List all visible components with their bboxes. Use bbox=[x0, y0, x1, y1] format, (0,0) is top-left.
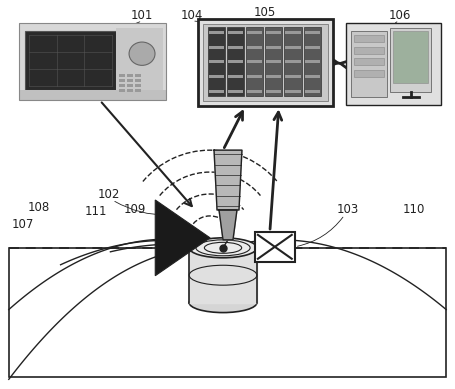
Bar bbox=[246, 26, 263, 96]
Bar bbox=[25, 31, 116, 90]
Bar bbox=[247, 90, 263, 93]
Text: 102: 102 bbox=[97, 187, 120, 200]
Text: 109: 109 bbox=[124, 203, 147, 216]
Bar bbox=[354, 35, 384, 42]
Ellipse shape bbox=[189, 293, 257, 313]
Bar bbox=[198, 19, 333, 106]
Bar bbox=[304, 90, 320, 93]
Bar bbox=[346, 23, 441, 105]
Bar bbox=[209, 90, 224, 93]
Bar bbox=[304, 75, 320, 79]
Text: 103: 103 bbox=[336, 203, 359, 216]
Bar bbox=[228, 75, 243, 79]
Bar bbox=[266, 90, 282, 93]
Bar bbox=[209, 46, 224, 49]
Bar bbox=[19, 90, 166, 100]
Bar bbox=[285, 75, 301, 79]
Bar bbox=[266, 31, 282, 33]
Bar bbox=[354, 58, 384, 65]
Bar bbox=[9, 248, 446, 377]
Bar bbox=[228, 60, 243, 63]
Bar bbox=[285, 60, 301, 63]
Text: 101: 101 bbox=[131, 9, 153, 22]
Bar bbox=[265, 26, 283, 96]
Bar bbox=[127, 79, 133, 82]
Bar bbox=[304, 31, 320, 33]
Bar bbox=[247, 75, 263, 79]
Bar bbox=[127, 89, 133, 92]
Polygon shape bbox=[189, 248, 257, 303]
Text: 104: 104 bbox=[181, 9, 203, 22]
Bar bbox=[19, 23, 166, 100]
Bar bbox=[19, 23, 166, 100]
Bar bbox=[266, 60, 282, 63]
Bar bbox=[228, 46, 243, 49]
Bar bbox=[247, 46, 263, 49]
Bar bbox=[119, 79, 125, 82]
Ellipse shape bbox=[129, 42, 155, 65]
Bar bbox=[208, 26, 225, 96]
Bar bbox=[354, 70, 384, 77]
Bar bbox=[127, 84, 133, 88]
Bar bbox=[135, 84, 141, 88]
Bar bbox=[390, 28, 431, 92]
Bar bbox=[393, 31, 428, 83]
Bar bbox=[350, 31, 387, 97]
Bar bbox=[135, 79, 141, 82]
Text: 108: 108 bbox=[28, 202, 50, 214]
Bar bbox=[247, 31, 263, 33]
Bar bbox=[209, 60, 224, 63]
Bar bbox=[209, 31, 224, 33]
Ellipse shape bbox=[189, 238, 257, 258]
Bar bbox=[304, 60, 320, 63]
Bar bbox=[135, 89, 141, 92]
Text: 111: 111 bbox=[84, 205, 107, 219]
Text: 105: 105 bbox=[254, 6, 276, 19]
Text: 106: 106 bbox=[388, 9, 410, 22]
Bar bbox=[209, 75, 224, 79]
Bar bbox=[266, 75, 282, 79]
Bar bbox=[203, 24, 328, 101]
Bar bbox=[285, 31, 301, 33]
Text: 110: 110 bbox=[403, 203, 425, 216]
Bar bbox=[304, 46, 320, 49]
Bar bbox=[255, 232, 295, 262]
Bar bbox=[303, 26, 321, 96]
Bar bbox=[119, 89, 125, 92]
Bar bbox=[284, 26, 302, 96]
Text: 107: 107 bbox=[11, 218, 34, 231]
Bar bbox=[285, 90, 301, 93]
Bar bbox=[116, 28, 163, 93]
Bar bbox=[119, 84, 125, 88]
Bar bbox=[285, 46, 301, 49]
Bar bbox=[247, 60, 263, 63]
Bar bbox=[228, 31, 243, 33]
Bar bbox=[266, 46, 282, 49]
Bar bbox=[127, 74, 133, 77]
Bar bbox=[228, 90, 243, 93]
Bar bbox=[227, 26, 244, 96]
Polygon shape bbox=[155, 200, 210, 276]
Bar bbox=[135, 74, 141, 77]
Polygon shape bbox=[219, 210, 237, 240]
Polygon shape bbox=[214, 150, 242, 210]
Bar bbox=[119, 74, 125, 77]
Bar bbox=[354, 47, 384, 54]
